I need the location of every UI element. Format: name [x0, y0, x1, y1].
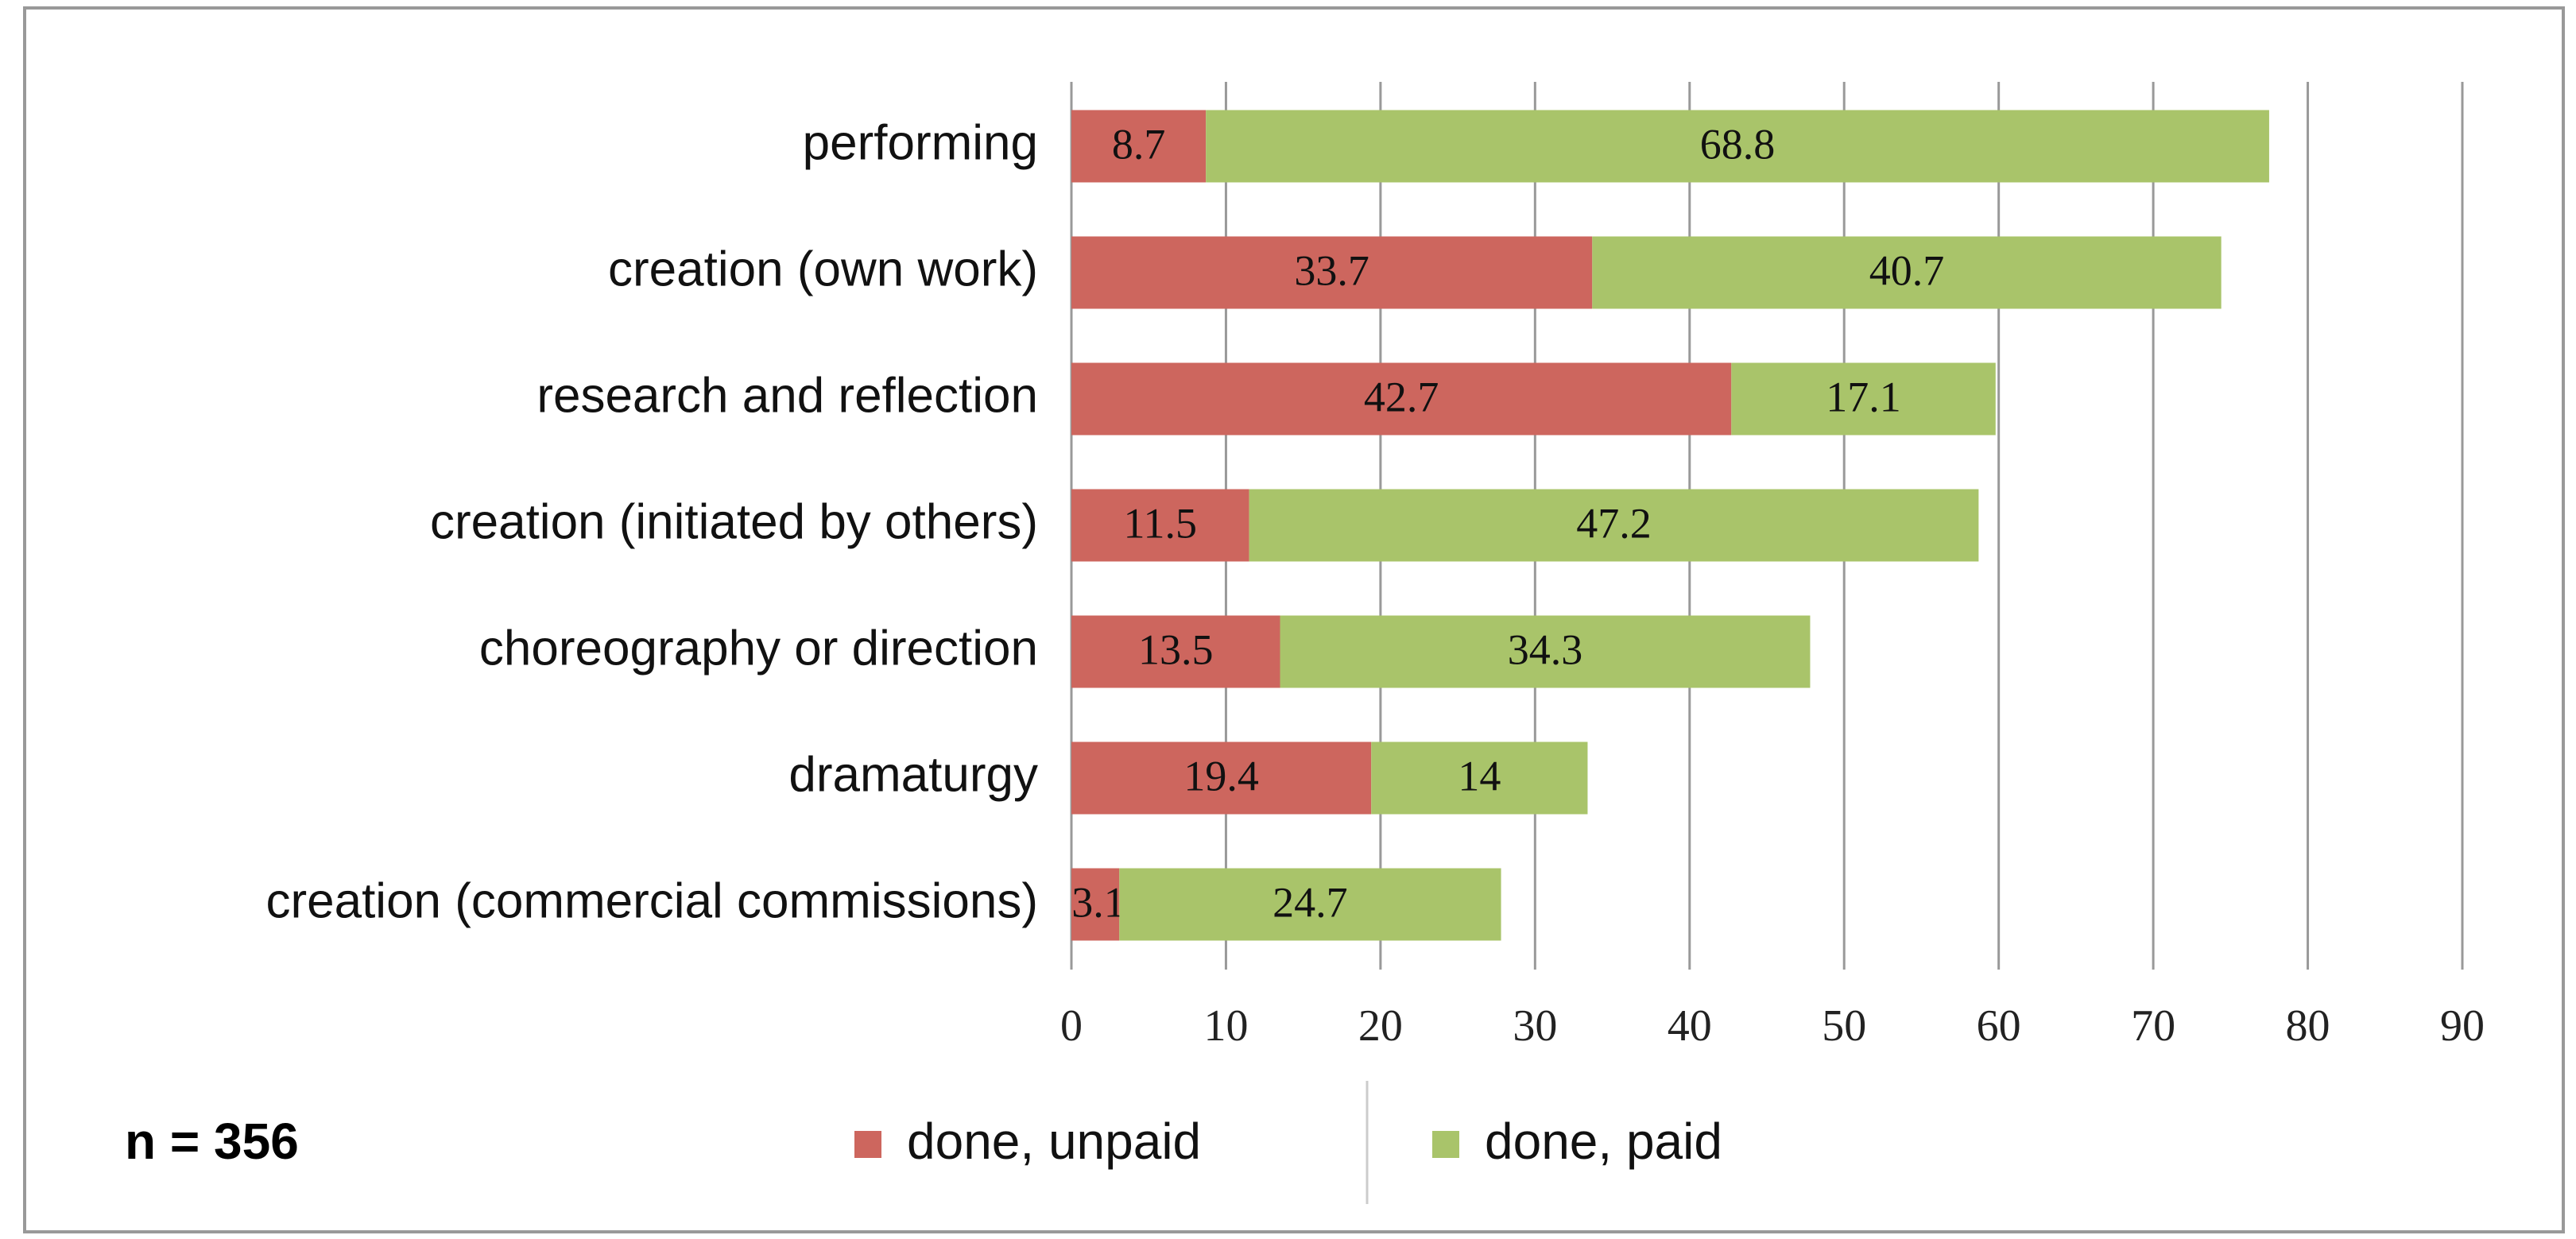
x-tick-label: 50 — [1822, 1001, 1866, 1051]
bar-segment — [1071, 110, 1207, 183]
data-label: 11.5 — [1124, 499, 1198, 547]
bar-segment — [1071, 236, 1593, 309]
y-tick-label: creation (initiated by others) — [430, 494, 1038, 549]
legend-swatch — [1432, 1131, 1459, 1158]
x-tick-label: 80 — [2286, 1001, 2330, 1051]
y-tick-label: performing — [803, 115, 1038, 170]
bar-segment — [1280, 615, 1811, 688]
annotation: n = 356 — [125, 1113, 299, 1170]
data-label: 47.2 — [1576, 499, 1652, 547]
y-tick-label: choreography or direction — [479, 621, 1038, 676]
data-label: 34.3 — [1508, 625, 1583, 673]
legend-label: done, paid — [1485, 1113, 1722, 1170]
x-tick-label: 70 — [2131, 1001, 2175, 1051]
data-label: 68.8 — [1700, 120, 1776, 168]
data-label: 13.5 — [1138, 625, 1214, 673]
bar-segment — [1071, 741, 1372, 815]
legend-label: done, unpaid — [907, 1113, 1201, 1170]
x-tick-label: 30 — [1513, 1001, 1557, 1051]
bar-segment — [1071, 615, 1280, 688]
x-tick-label: 0 — [1060, 1001, 1083, 1051]
data-label: 40.7 — [1869, 246, 1945, 294]
x-tick-label: 40 — [1668, 1001, 1712, 1051]
bar-segment — [1592, 236, 2222, 309]
bar-segment — [1119, 868, 1501, 941]
bar-segment — [1249, 489, 1979, 562]
bar-segment — [1206, 110, 2269, 183]
data-label: 17.1 — [1826, 373, 1901, 420]
y-tick-label: creation (commercial commissions) — [265, 873, 1038, 928]
y-tick-label: research and reflection — [537, 368, 1038, 423]
data-label: 8.7 — [1112, 120, 1166, 168]
bar-segment — [1071, 868, 1120, 941]
x-tick-label: 20 — [1358, 1001, 1403, 1051]
data-label: 24.7 — [1273, 878, 1348, 926]
bar-segment — [1071, 489, 1249, 562]
x-tick-label: 10 — [1203, 1001, 1248, 1051]
frame — [23, 6, 2565, 1233]
data-label: 42.7 — [1364, 373, 1439, 420]
x-tick-label: 90 — [2440, 1001, 2485, 1051]
data-label: 3.1 — [1071, 878, 1125, 926]
y-tick-label: creation (own work) — [608, 242, 1038, 296]
legend-swatch — [854, 1131, 881, 1158]
x-tick-label: 60 — [1977, 1001, 2021, 1051]
data-label: 33.7 — [1294, 246, 1369, 294]
bar-segment — [1371, 741, 1588, 815]
data-label: 14 — [1458, 752, 1501, 800]
data-label: 19.4 — [1183, 752, 1259, 800]
bar-segment — [1731, 362, 1996, 436]
bar-segment — [1071, 362, 1732, 436]
y-tick-label: dramaturgy — [788, 747, 1038, 802]
